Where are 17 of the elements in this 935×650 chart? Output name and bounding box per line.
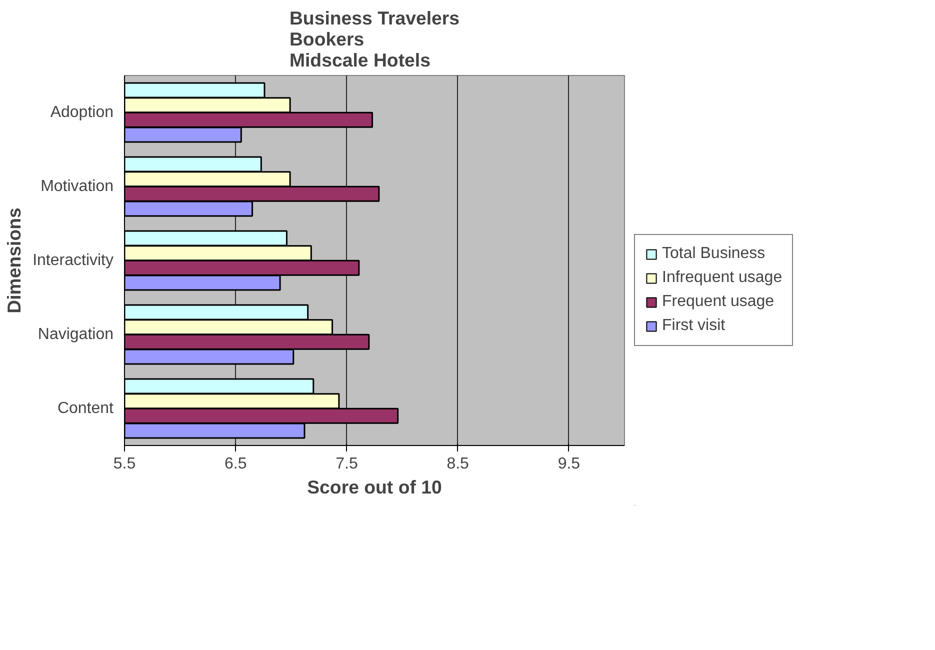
y-axis-title: Dimensions — [4, 208, 25, 314]
legend-label: Infrequent usage — [662, 269, 782, 287]
x-axis-title: Score out of 10 — [307, 476, 442, 498]
x-tick-label: 5.5 — [113, 456, 136, 472]
y-tick-label: Navigation — [38, 326, 114, 343]
y-tick-label: Content — [57, 400, 114, 417]
legend-label: Frequent usage — [662, 293, 774, 311]
legend-label: Total Business — [662, 245, 766, 263]
x-tick-label: 8.5 — [446, 456, 470, 472]
x-tick-label: 6.5 — [224, 456, 247, 472]
y-tick-label: Adoption — [50, 104, 114, 121]
chart-title: Business Travelers Bookers Midscale Hotels — [289, 8, 460, 70]
x-tick-label: 9.5 — [558, 456, 580, 472]
x-tick-label: 7.5 — [336, 456, 358, 472]
legend-label: First visit — [662, 317, 726, 335]
y-tick-label: Interactivity — [32, 252, 114, 269]
y-tick-label: Motivation — [40, 178, 114, 195]
